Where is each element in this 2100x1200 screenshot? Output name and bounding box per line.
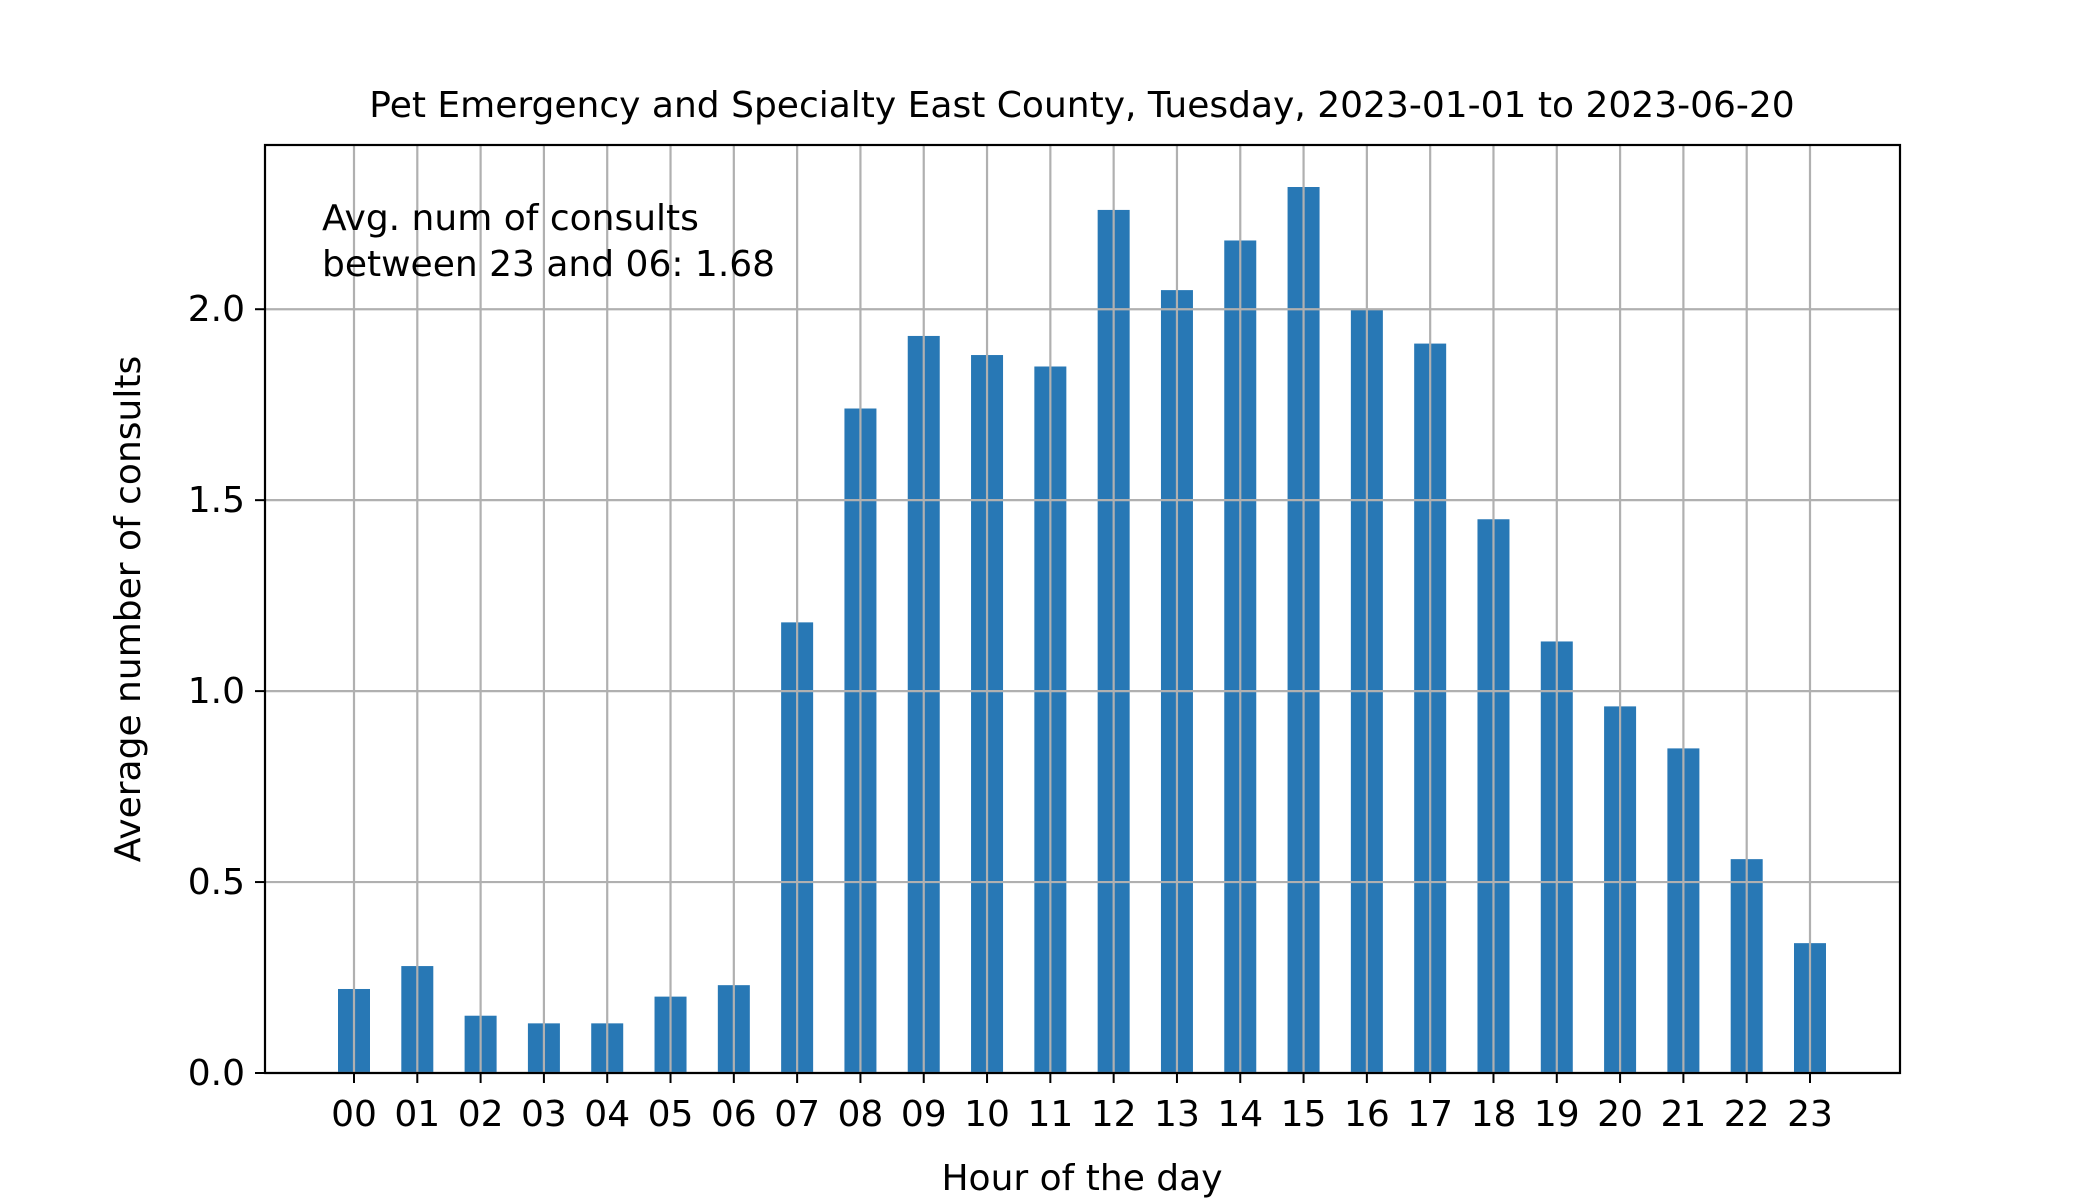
plot-frame xyxy=(263,143,1902,1075)
annotation-line-1: Avg. num of consults xyxy=(322,198,699,239)
y-tick-label: 0.5 xyxy=(188,862,245,903)
x-tick-label: 07 xyxy=(774,1094,820,1135)
y-axis-label: Average number of consults xyxy=(108,356,149,862)
x-tick-label: 01 xyxy=(394,1094,440,1135)
x-tick-label: 12 xyxy=(1091,1094,1137,1135)
x-tick-label: 18 xyxy=(1471,1094,1517,1135)
x-tick-label: 20 xyxy=(1597,1094,1643,1135)
bars xyxy=(338,187,1826,1074)
x-tick-label: 00 xyxy=(331,1094,377,1135)
y-tick-label: 1.5 xyxy=(188,480,245,521)
x-axis-ticks: 00 01 02 03 04 05 06 07 08 09 10 11 12 13 14 15 16 17 18 19… xyxy=(331,1073,1833,1135)
y-axis-ticks: 0.0 0.5 1.0 1.5 2.0 xyxy=(188,289,265,1094)
x-tick-label: 02 xyxy=(458,1094,504,1135)
chart-title: Pet Emergency and Specialty East County,… xyxy=(369,85,1794,126)
x-tick-label: 17 xyxy=(1407,1094,1453,1135)
x-tick-label: 16 xyxy=(1344,1094,1390,1135)
x-tick-label: 10 xyxy=(964,1094,1010,1135)
x-tick-label: 23 xyxy=(1787,1094,1833,1135)
x-axis-label: Hour of the day xyxy=(941,1158,1222,1199)
y-tick-label: 0.0 xyxy=(188,1053,245,1094)
x-tick-label: 09 xyxy=(901,1094,947,1135)
x-tick-label: 06 xyxy=(711,1094,757,1135)
x-tick-label: 05 xyxy=(648,1094,694,1135)
x-tick-label: 04 xyxy=(584,1094,630,1135)
x-tick-label: 11 xyxy=(1027,1094,1073,1135)
y-tick-label: 2.0 xyxy=(188,289,245,330)
annotation-line-2: between 23 and 06: 1.68 xyxy=(322,244,775,285)
x-tick-label: 13 xyxy=(1154,1094,1200,1135)
x-tick-label: 15 xyxy=(1281,1094,1327,1135)
x-tick-label: 19 xyxy=(1534,1094,1580,1135)
x-tick-label: 14 xyxy=(1217,1094,1263,1135)
x-tick-label: 08 xyxy=(838,1094,884,1135)
x-tick-label: 21 xyxy=(1660,1094,1706,1135)
x-tick-label: 22 xyxy=(1724,1094,1770,1135)
y-tick-label: 1.0 xyxy=(188,671,245,712)
annotation: Avg. num of consults between 23 and 06: … xyxy=(322,198,775,285)
x-tick-label: 03 xyxy=(521,1094,567,1135)
